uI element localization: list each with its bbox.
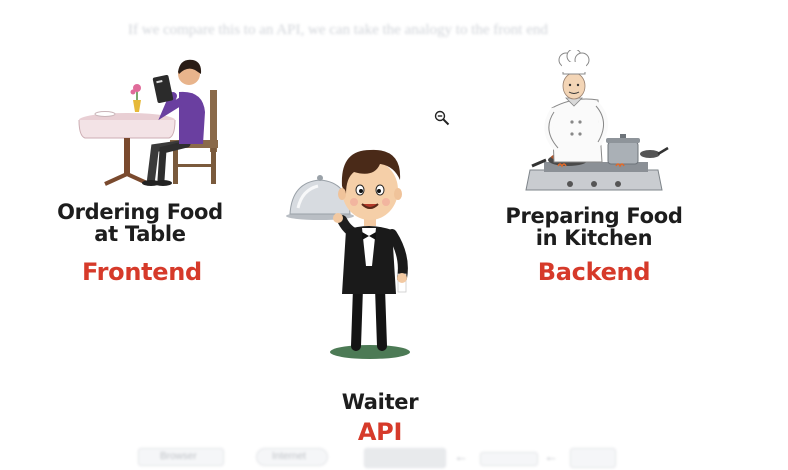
backend-caption-line2: in Kitchen — [535, 226, 653, 251]
faded-arrow-left-icon-2: ← — [544, 448, 558, 464]
faded-heading-text: If we compare this to an API, we can tak… — [128, 22, 548, 38]
backend-label: Backend — [537, 258, 651, 286]
faded-internet-label: Internet — [272, 451, 306, 462]
diner-person-icon — [142, 59, 205, 186]
diner-at-table-illustration — [78, 59, 218, 186]
frontend-caption-line1: Ordering Food — [57, 200, 223, 224]
faded-browser-label: Browser — [160, 451, 197, 462]
backend-caption: Preparing Food in Kitchen — [494, 205, 694, 249]
waiter-illustration — [286, 149, 410, 359]
chef-cooking-illustration — [525, 50, 669, 191]
frontend-label: Frontend — [82, 258, 202, 286]
zoom-out-cursor-icon — [434, 110, 450, 126]
flower-vase-icon — [130, 84, 141, 112]
cooking-pot-icon — [606, 134, 640, 165]
chef-hat-icon — [558, 50, 590, 75]
backend-caption-line1: Preparing Food — [505, 204, 683, 228]
api-label: API — [357, 418, 403, 446]
frontend-caption: Ordering Food at Table — [40, 201, 240, 245]
stove-icon — [525, 162, 663, 191]
faded-next-diagram-strip: Browser Internet ← ← — [130, 448, 630, 470]
frontend-caption-line2: at Table — [94, 222, 186, 247]
api-caption: Waiter — [341, 390, 419, 414]
faded-arrow-left-icon: ← — [454, 448, 468, 464]
